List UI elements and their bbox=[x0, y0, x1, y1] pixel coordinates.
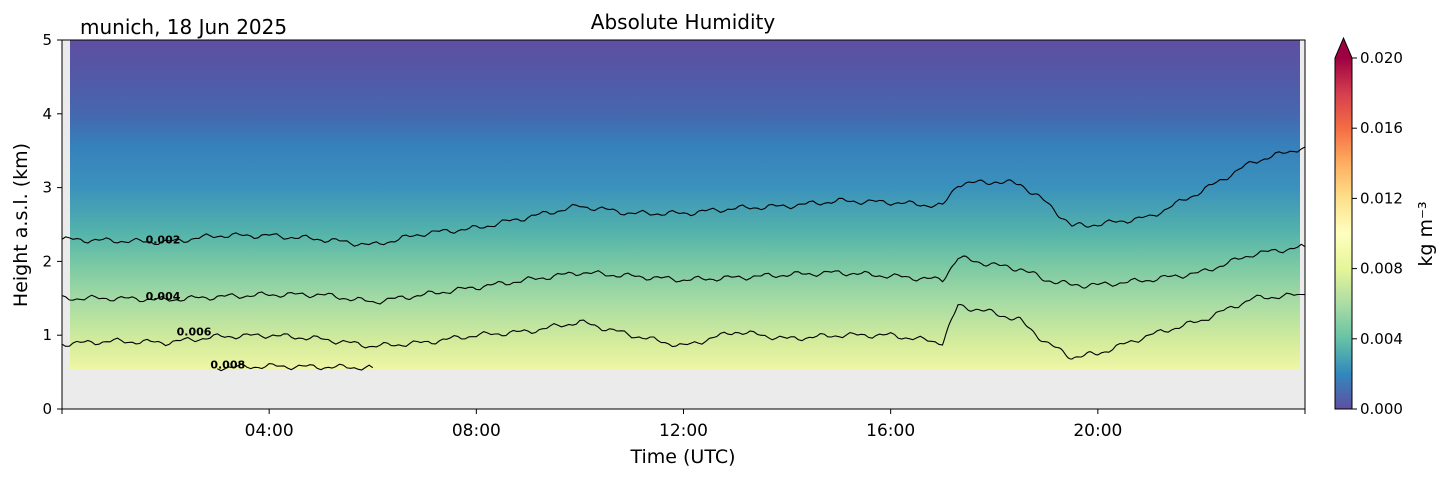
chart-title: Absolute Humidity bbox=[591, 10, 776, 34]
colorbar-label: kg m⁻³ bbox=[1415, 201, 1437, 266]
colorbar-frame bbox=[1334, 36, 1353, 410]
y-tick-label: 5 bbox=[42, 31, 52, 49]
contour-line-0.002 bbox=[62, 146, 1305, 247]
location-date-label: munich, 18 Jun 2025 bbox=[80, 15, 287, 39]
colorbar-tick-label: 0.000 bbox=[1360, 400, 1403, 418]
y-tick-label: 3 bbox=[42, 179, 52, 197]
contour-label: 0.002 bbox=[146, 233, 181, 246]
colorbar-tick-label: 0.012 bbox=[1360, 189, 1403, 207]
x-axis-ticks: 04:00 08:00 12:00 16:00 20:00 bbox=[61, 409, 1306, 441]
x-axis-label: Time (UTC) bbox=[629, 446, 735, 468]
contour-line-0.008 bbox=[217, 363, 374, 372]
colorbar-ticks: 0.000 0.004 0.008 0.012 0.016 0.020 bbox=[1352, 49, 1403, 418]
contour-labels: 0.002 0.004 0.006 0.008 bbox=[146, 233, 246, 371]
contour-line-0.004 bbox=[62, 243, 1305, 305]
x-tick-label: 16:00 bbox=[866, 421, 915, 441]
colorbar-tick-label: 0.004 bbox=[1360, 330, 1403, 348]
contour-line-0.006 bbox=[62, 292, 1305, 360]
x-tick-label: 20:00 bbox=[1073, 421, 1122, 441]
x-tick-label: 04:00 bbox=[245, 421, 294, 441]
y-tick-label: 1 bbox=[42, 326, 52, 344]
contour-label: 0.008 bbox=[210, 359, 245, 372]
x-tick-label: 08:00 bbox=[452, 421, 501, 441]
contour-label: 0.006 bbox=[177, 326, 212, 339]
x-tick-label: 12:00 bbox=[659, 421, 708, 441]
colorbar-extend-arrow bbox=[1335, 38, 1352, 58]
contour-label: 0.004 bbox=[146, 290, 181, 303]
y-axis-label: Height a.s.l. (km) bbox=[10, 143, 32, 307]
y-axis-ticks: 0 1 2 3 4 5 bbox=[42, 31, 62, 418]
colorbar-tick-label: 0.020 bbox=[1360, 49, 1403, 67]
y-tick-label: 0 bbox=[42, 400, 52, 418]
y-tick-label: 4 bbox=[42, 105, 52, 123]
humidity-field bbox=[70, 40, 1300, 369]
colorbar bbox=[1335, 58, 1352, 409]
contour-lines bbox=[62, 146, 1305, 372]
y-tick-label: 2 bbox=[42, 252, 52, 270]
colorbar-tick-label: 0.016 bbox=[1360, 119, 1403, 137]
colorbar-tick-label: 0.008 bbox=[1360, 260, 1403, 278]
